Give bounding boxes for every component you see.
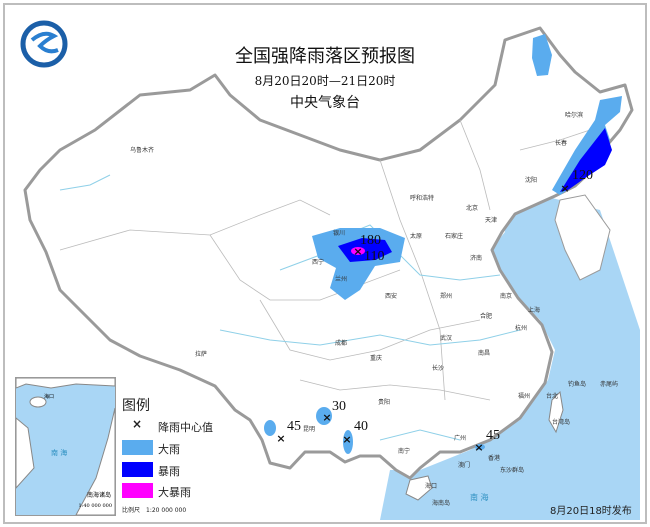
center-value: 30 xyxy=(332,399,346,414)
city-label: 成都 xyxy=(335,339,347,347)
legend-severe-rain-swatch xyxy=(122,483,153,498)
city-label: 太原 xyxy=(410,232,422,240)
city-labels: 乌鲁木齐 银川 西宁 兰州 西安 哈尔滨 长春 沈阳 呼和浩特 北京 天津 石家… xyxy=(130,111,618,507)
inset-sea-label: 南 海 xyxy=(51,449,68,457)
city-label: 西安 xyxy=(385,292,397,300)
rain-center-marker: × xyxy=(276,432,285,445)
inset-map xyxy=(16,378,115,515)
page-title: 全国强降雨落区预报图 xyxy=(235,46,415,67)
city-label: 台湾岛 xyxy=(552,418,570,426)
city-label: 拉萨 xyxy=(195,350,207,358)
storm-rain-area-northwest xyxy=(338,238,392,262)
storm-rain-area-northeast xyxy=(560,128,612,192)
city-label: 兰州 xyxy=(335,275,347,283)
city-label: 西宁 xyxy=(312,258,324,266)
center-value: 40 xyxy=(354,419,368,434)
taiwan-island xyxy=(548,390,564,434)
city-label: 郑州 xyxy=(440,292,452,300)
city-label: 澳门 xyxy=(458,461,470,469)
city-label: 赤尾屿 xyxy=(600,380,618,388)
city-label: 东沙群岛 xyxy=(500,466,524,474)
inset-label: 南海诸岛 xyxy=(86,492,111,499)
city-label: 呼和浩特 xyxy=(410,194,434,202)
heavy-rain-area-yunnan-45 xyxy=(264,420,276,436)
sea-area xyxy=(380,190,640,520)
city-label: 南昌 xyxy=(478,349,490,357)
city-label: 海南岛 xyxy=(432,499,450,507)
center-value: 45 xyxy=(287,419,301,434)
rain-center-marker: × xyxy=(322,411,331,424)
city-label: 哈尔滨 xyxy=(565,111,583,119)
city-label: 广州 xyxy=(454,434,466,442)
legend-center-symbol: × xyxy=(132,417,143,431)
city-label: 天津 xyxy=(485,217,497,224)
heavy-rain-area-guangdong xyxy=(475,444,485,450)
center-value: 180 xyxy=(360,233,381,248)
heavy-rain-area-heilongjiang xyxy=(532,34,552,76)
city-label: 沈阳 xyxy=(525,176,537,184)
city-label: 石家庄 xyxy=(445,232,463,240)
city-label: 海口 xyxy=(425,482,437,490)
forecast-period: 8月20日20时—21日20时 xyxy=(254,74,396,88)
issue-time: 8月20日18时发布 xyxy=(550,506,632,517)
city-label: 银川 xyxy=(333,229,345,237)
city-label: 济南 xyxy=(470,254,482,262)
legend-center-label: 降雨中心值 xyxy=(158,421,213,434)
korea-land xyxy=(554,194,611,281)
legend-heavy-rain-swatch xyxy=(122,440,153,455)
heavy-rain-area-yunnan-40 xyxy=(343,430,353,454)
inset-scale: 1:40 000 000 xyxy=(78,503,113,509)
city-label: 武汉 xyxy=(440,334,452,342)
city-label: 合肥 xyxy=(480,312,492,320)
legend-storm-rain-swatch xyxy=(122,462,153,477)
heavy-rain-area-yunnan-30 xyxy=(316,407,332,425)
city-label: 福州 xyxy=(518,392,530,400)
inset-place: 海口 xyxy=(44,394,55,400)
city-label: 上海 xyxy=(528,306,540,314)
legend-storm-rain-label: 暴雨 xyxy=(158,465,180,478)
center-value: 120 xyxy=(572,168,593,183)
cma-logo-icon xyxy=(20,20,68,68)
map-frame xyxy=(3,3,647,524)
city-label: 南京 xyxy=(500,292,512,300)
city-label: 重庆 xyxy=(370,354,382,362)
hainan-island xyxy=(405,475,433,501)
city-label: 台北 xyxy=(546,392,558,400)
center-value: 110 xyxy=(364,249,384,264)
legend-title: 图例 xyxy=(122,398,150,414)
center-value: 45 xyxy=(486,428,500,443)
rain-center-marker: × xyxy=(342,433,351,446)
city-label: 香港 xyxy=(488,454,500,462)
city-label: 长沙 xyxy=(432,364,444,372)
city-label: 乌鲁木齐 xyxy=(130,146,154,154)
city-label: 贵阳 xyxy=(378,398,390,406)
rain-center-marker: × xyxy=(474,441,483,454)
map-scale: 比例尺 1:20 000 000 xyxy=(122,507,187,514)
city-label: 南 海 xyxy=(470,492,489,502)
city-label: 长春 xyxy=(555,139,567,147)
rain-center-marker: × xyxy=(353,245,362,258)
severe-rain-area-northwest xyxy=(351,247,365,255)
issuer: 中央气象台 xyxy=(290,95,360,111)
city-label: 昆明 xyxy=(303,426,315,433)
city-label: 南宁 xyxy=(398,447,410,455)
city-label: 钓鱼岛 xyxy=(568,380,586,388)
legend-severe-rain-label: 大暴雨 xyxy=(158,486,191,499)
heavy-rain-area-northeast xyxy=(552,96,622,195)
legend-heavy-rain-label: 大雨 xyxy=(158,443,180,456)
rain-center-marker: × xyxy=(560,182,569,195)
city-label: 北京 xyxy=(466,204,478,212)
city-label: 杭州 xyxy=(515,324,527,332)
south-china-sea-inset: 海口 南 海 南海诸岛 1:40 000 000 xyxy=(15,377,116,516)
